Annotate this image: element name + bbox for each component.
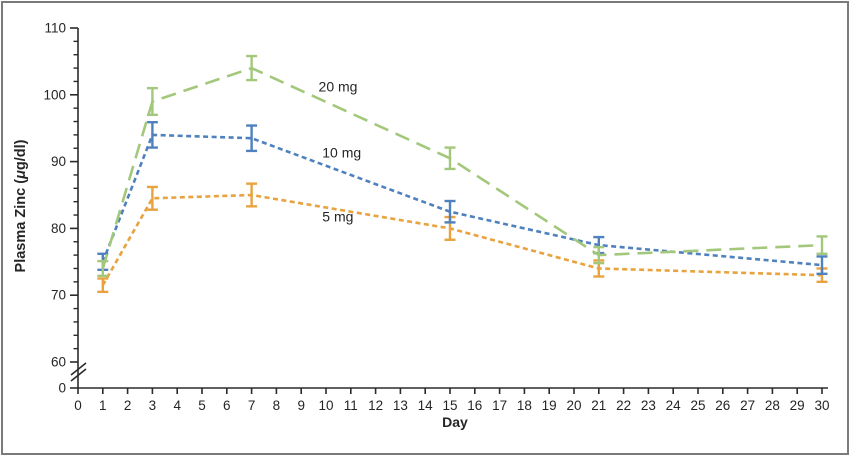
- axis-break-slash: [70, 362, 87, 376]
- axis-break-slash: [70, 368, 87, 382]
- x-tick-label: 19: [542, 398, 557, 413]
- y-tick-label: 80: [51, 221, 66, 236]
- x-tick-label: 25: [690, 398, 705, 413]
- x-axis-ticks: 0 1 2 3 4 5 6 7 8 9 10 11 12 13 14 15 16 17 18 19 20 21 22 23 24…: [74, 388, 830, 413]
- y-tick-label: 110: [44, 21, 66, 36]
- x-tick-label: 15: [442, 398, 457, 413]
- x-tick-label: 29: [790, 398, 805, 413]
- x-tick-label: 27: [740, 398, 755, 413]
- x-tick-label: 14: [418, 398, 434, 413]
- x-tick-label: 1: [99, 398, 107, 413]
- x-tick-label: 11: [344, 398, 358, 413]
- y-tick-label: 90: [51, 154, 66, 169]
- x-tick-label: 3: [149, 398, 157, 413]
- x-tick-label: 28: [765, 398, 780, 413]
- series-error-bars: [97, 120, 828, 276]
- x-tick-label: 24: [666, 398, 682, 413]
- x-tick-label: 26: [715, 398, 730, 413]
- series-5-mg: 5 mg: [97, 182, 828, 294]
- x-tick-label: 8: [273, 398, 281, 413]
- x-tick-label: 4: [173, 398, 181, 413]
- y-axis-break: [70, 362, 87, 382]
- series-label: 20 mg: [319, 78, 358, 94]
- y-tick-label: 60: [51, 355, 66, 370]
- series-20-mg: 20 mg: [97, 54, 828, 278]
- x-tick-label: 30: [814, 398, 829, 413]
- x-tick-label: 21: [591, 398, 606, 413]
- x-tick-label: 9: [297, 398, 305, 413]
- x-axis-title: Day: [442, 414, 468, 430]
- y-axis-minor-ticks: [73, 40, 78, 350]
- x-tick-label: 10: [318, 398, 333, 413]
- x-tick-label: 16: [467, 398, 482, 413]
- x-tick-label: 13: [393, 398, 408, 413]
- x-tick-label: 18: [517, 398, 532, 413]
- y-axis-title: Plasma Zinc (μg/dl): [13, 139, 29, 272]
- series-label: 10 mg: [322, 145, 361, 161]
- x-tick-label: 0: [74, 398, 82, 413]
- x-tick-label: 6: [223, 398, 231, 413]
- y-axis-ticks: 60 70 80 90 100 110 0: [43, 21, 78, 396]
- x-tick-label: 20: [566, 398, 581, 413]
- x-tick-label: 2: [124, 398, 132, 413]
- series-10-mg: 10 mg: [97, 120, 828, 276]
- series-label: 5 mg: [322, 209, 353, 225]
- x-tick-label: 5: [198, 398, 206, 413]
- x-tick-label: 23: [641, 398, 656, 413]
- x-tick-label: 7: [248, 398, 256, 413]
- x-tick-label: 12: [368, 398, 383, 413]
- series-line: [101, 193, 823, 286]
- series-error-bars: [97, 182, 828, 294]
- series-line: [101, 66, 823, 269]
- y-tick-label: 100: [43, 87, 66, 102]
- x-tick-label: 17: [492, 398, 507, 413]
- y-tick-label: 70: [51, 288, 66, 303]
- series-line: [101, 133, 823, 267]
- x-tick-label: 22: [616, 398, 631, 413]
- y-zero-label: 0: [58, 381, 66, 396]
- series-error-bars: [97, 54, 828, 278]
